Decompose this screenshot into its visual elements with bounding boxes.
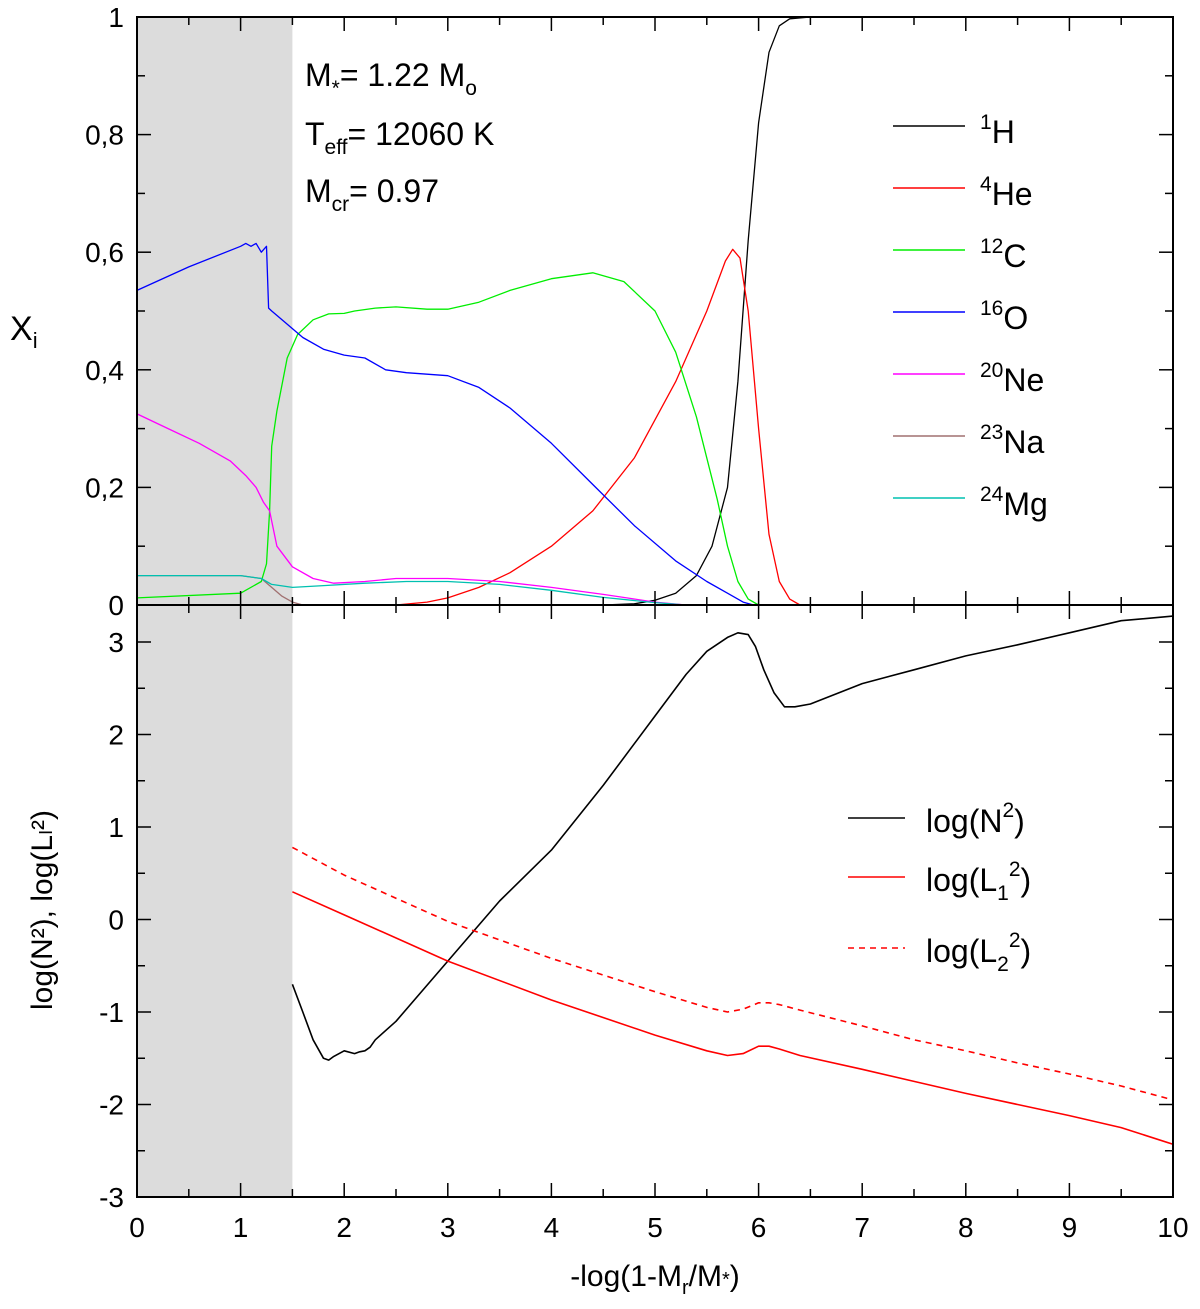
x-tick-label: 9 <box>1062 1212 1078 1243</box>
x-tick-label: 2 <box>336 1212 352 1243</box>
series-line-top-4 <box>136 413 687 606</box>
series-line-bottom-0 <box>291 615 1174 1061</box>
y-tick-label-top: 0,8 <box>85 120 124 151</box>
y-tick-label-bottom: -3 <box>99 1182 124 1213</box>
y-tick-label-top: 1 <box>108 2 124 33</box>
annotation-1: Teff= 12060 K <box>305 116 494 159</box>
legend-label-bottom-2: log(L22) <box>926 929 1031 976</box>
y-tick-label-bottom: 3 <box>108 627 124 658</box>
legend-label-Mg: 24Mg <box>980 483 1048 522</box>
y-tick-label-top: 0 <box>108 590 124 621</box>
y-tick-label-bottom: -2 <box>99 1090 124 1121</box>
legend-label-He: 4He <box>980 173 1033 212</box>
legend-label-C: 12C <box>980 235 1026 274</box>
y-tick-label-top: 0,2 <box>85 472 124 503</box>
series-line-top-2 <box>136 272 759 606</box>
series-line-top-6 <box>137 574 687 606</box>
series-line-bottom-1 <box>292 891 1174 1146</box>
y-tick-label-top: 0,4 <box>85 355 124 386</box>
x-axis-label: -log(1-Mr/M*) <box>570 1260 739 1299</box>
x-tick-label: 5 <box>647 1212 663 1243</box>
x-tick-label: 1 <box>233 1212 249 1243</box>
legend-label-O: 16O <box>980 297 1028 336</box>
x-tick-label: 4 <box>544 1212 560 1243</box>
y-axis-label-top: Xi <box>10 310 38 353</box>
y-tick-label-bottom: 2 <box>108 720 124 751</box>
x-tick-label: 3 <box>440 1212 456 1243</box>
x-tick-label: 0 <box>129 1212 145 1243</box>
y-tick-label-top: 0,6 <box>85 237 124 268</box>
y-tick-label-bottom: 0 <box>108 905 124 936</box>
legend-label-bottom-1: log(L12) <box>926 858 1031 905</box>
legend-label-H: 1H <box>980 111 1015 150</box>
legend-label-bottom-0: log(N2) <box>926 799 1025 839</box>
x-tick-label: 10 <box>1157 1212 1188 1243</box>
series-line-top-1 <box>137 248 1173 606</box>
series-line-bottom-2 <box>292 846 1174 1101</box>
y-axis-label-bottom: log(N²), log(Lₗ²) <box>26 810 59 1010</box>
shaded-region-bottom <box>137 605 293 1197</box>
y-tick-label-bottom: 1 <box>108 812 124 843</box>
x-tick-label: 8 <box>958 1212 974 1243</box>
x-tick-label: 6 <box>751 1212 767 1243</box>
legend-label-Ne: 20Ne <box>980 359 1044 398</box>
legend-label-Na: 23Na <box>980 421 1044 460</box>
annotation-0: M*= 1.22 Mo <box>305 57 477 100</box>
x-tick-label: 7 <box>854 1212 870 1243</box>
series-line-top-3 <box>136 242 754 606</box>
y-tick-label-bottom: -1 <box>99 997 124 1028</box>
annotation-2: Mcr= 0.97 <box>305 173 439 216</box>
